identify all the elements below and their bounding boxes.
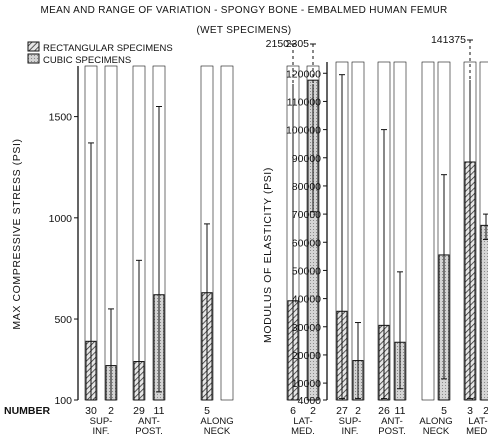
- left-ytick-label: 1500: [49, 112, 73, 124]
- right-ytick-label: 120000: [286, 68, 321, 80]
- right-range-whisker-rectangular-sup-inf: [339, 74, 345, 400]
- left-specimen-count-rectangular: 6: [290, 405, 296, 417]
- right-category-label-lat-med: LAT-MED.: [466, 416, 488, 437]
- left-category-label-lat-med: LAT-MED.: [291, 416, 315, 437]
- right-ytick-label: 60000: [292, 237, 321, 249]
- left-specimen-count-cubic: 2: [310, 405, 316, 417]
- right-ytick-label: 110000: [287, 96, 321, 108]
- legend: RECTANGULAR SPECIMENS CUBIC SPECIMENS: [27, 41, 173, 66]
- left-range-whisker-rectangular-lat-med: [290, 43, 296, 401]
- chart-subtitle: (WET SPECIMENS): [197, 25, 292, 36]
- right-specimen-count-cubic: 5: [441, 405, 447, 417]
- right-category-label-sup-inf: SUP-INF.: [339, 416, 362, 437]
- right-ytick-label: 80000: [292, 181, 321, 193]
- legend-swatch-rectangular: [27, 41, 40, 52]
- left-category-label-ant-post: ANT-POST.: [135, 416, 162, 437]
- right-specimen-count-cubic: 2: [483, 405, 488, 417]
- right-bar-cubic-lat-med: [480, 224, 488, 401]
- left-range-whisker-rectangular-along-neck: [204, 223, 210, 401]
- legend-label-cubic: CUBIC SPECIMENS: [43, 55, 131, 66]
- right-category-label-ant-post: ANT-POST.: [378, 416, 405, 437]
- left-category-label-sup-inf: SUP-INF.: [90, 416, 113, 437]
- right-ytick-label: 4000: [298, 395, 322, 407]
- left-ytick-label: 1000: [49, 213, 73, 225]
- right-range-whisker-cubic-ant-post: [397, 271, 403, 390]
- left-ytick-label: 100: [54, 395, 72, 407]
- right-ytick-label: 40000: [292, 294, 321, 306]
- right-ytick-label: 20000: [292, 350, 321, 362]
- left-range-whisker-rectangular-ant-post: [136, 259, 142, 401]
- right-ytick-label: 100000: [286, 125, 321, 137]
- left-specimen-count-cubic: 11: [154, 405, 165, 417]
- legend-label-rectangular: RECTANGULAR SPECIMENS: [43, 43, 173, 54]
- chart-title: MEAN AND RANGE OF VARIATION - SPONGY BON…: [40, 5, 447, 16]
- left-max-annotation: 2150: [266, 38, 290, 50]
- right-bar-frame: [421, 61, 435, 401]
- left-range-whisker-cubic-ant-post: [156, 105, 162, 393]
- right-chart-modulus-of-elasticity: MODULUS OF ELASTICITY (PSI) 4000 10000 200…: [262, 34, 488, 437]
- left-specimen-count-cubic: 2: [108, 405, 114, 417]
- right-specimen-count-rectangular: 26: [378, 405, 390, 417]
- right-ytick-label: 90000: [292, 153, 321, 165]
- left-range-whisker-cubic-sup-inf: [108, 308, 114, 401]
- right-ytick-label: 10000: [292, 378, 321, 390]
- right-max-annotation: 141375: [431, 34, 466, 46]
- left-ytick-label: 500: [54, 314, 72, 326]
- right-ytick-label: 50000: [292, 265, 321, 277]
- right-specimen-count-rectangular: 3: [467, 405, 473, 417]
- left-bar-frame: [220, 65, 234, 401]
- right-range-whisker-rectangular-lat-med: [467, 39, 473, 400]
- right-chart-ylabel: MODULUS OF ELASTICITY (PSI): [262, 167, 274, 343]
- right-specimen-count-cubic: 2: [355, 405, 361, 417]
- left-category-label-along-neck: ALONG NECK: [200, 416, 233, 437]
- right-range-whisker-cubic-lat-med: [483, 213, 488, 240]
- left-specimen-count-rectangular: 5: [204, 405, 210, 417]
- right-range-whisker-rectangular-ant-post: [381, 129, 387, 400]
- left-range-whisker-cubic-lat-med: [310, 43, 316, 213]
- left-chart-ylabel: MAX COMPRESSIVE STRESS (PSI): [11, 138, 23, 329]
- right-ytick-label: 70000: [292, 209, 321, 221]
- right-category-label-along-neck: ALONG NECK: [419, 416, 452, 437]
- right-specimen-count-cubic: 11: [395, 405, 406, 417]
- left-specimen-count-rectangular: 30: [85, 405, 97, 417]
- number-row-label: NUMBER: [4, 405, 50, 417]
- left-range-whisker-rectangular-sup-inf: [88, 142, 94, 401]
- right-ytick-label: 30000: [292, 322, 321, 334]
- right-range-whisker-cubic-along-neck: [441, 174, 447, 380]
- left-max-annotation: 2305: [286, 38, 310, 50]
- right-range-whisker-cubic-sup-inf: [355, 322, 361, 400]
- left-chart-compressive-stress: MAX COMPRESSIVE STRESS (PSI) 100 500 1000 1…: [11, 38, 320, 437]
- left-specimen-count-rectangular: 29: [133, 405, 145, 417]
- right-specimen-count-rectangular: 27: [336, 405, 348, 417]
- legend-swatch-cubic: [27, 53, 40, 64]
